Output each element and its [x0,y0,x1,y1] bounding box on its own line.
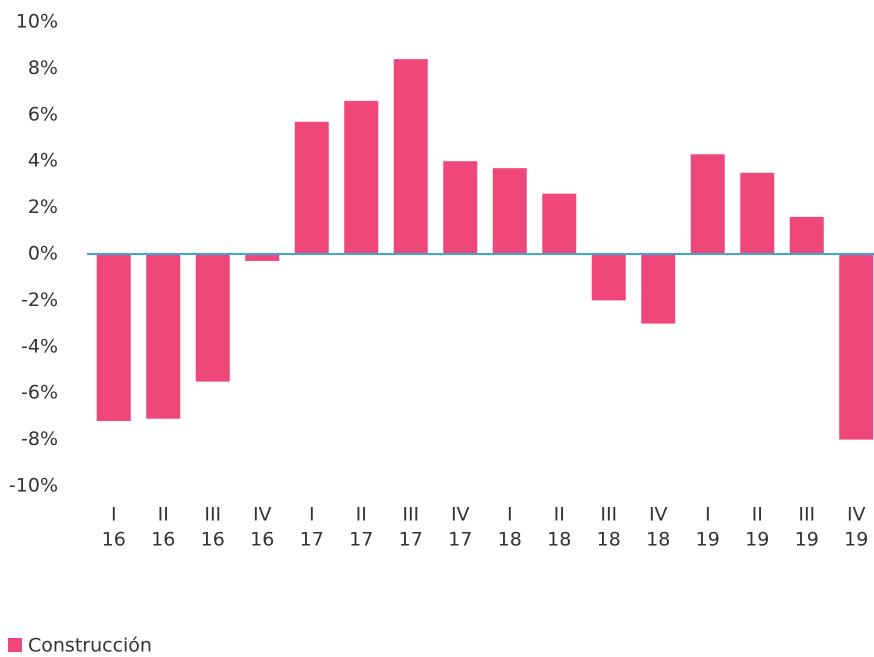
x-tick-label: 18 [646,529,670,551]
x-tick-label: II [554,504,565,526]
x-tick-label: 17 [300,529,324,551]
y-tick-label: 4% [28,150,58,172]
x-tick-label: 19 [844,529,868,551]
bar [245,254,280,261]
y-tick-label: 6% [28,103,58,125]
x-tick-label: IV [847,504,866,526]
bar [195,254,230,382]
x-tick-label: 19 [795,529,819,551]
x-tick-label: IV [253,504,272,526]
y-tick-label: -8% [21,428,58,450]
x-tick-label: III [402,504,419,526]
bar [839,254,874,440]
bar [789,216,824,254]
y-tick-label: -10% [9,475,58,497]
x-tick-label: IV [649,504,668,526]
legend-swatch [8,638,22,652]
x-tick-label: II [356,504,367,526]
bar [690,154,725,254]
x-tick-label: 18 [597,529,621,551]
x-tick-label: 17 [399,529,423,551]
x-tick-label: II [752,504,763,526]
bar [740,172,775,254]
x-tick-label: I [705,504,711,526]
x-tick-label: 18 [498,529,522,551]
y-tick-label: -2% [21,289,58,311]
bar [146,254,181,419]
x-tick-label: 16 [151,529,175,551]
x-tick-label: 17 [448,529,472,551]
bar [96,254,131,422]
legend-label: Construcción [28,635,152,657]
y-tick-label: -6% [21,382,58,404]
x-tick-label: 19 [745,529,769,551]
bar [443,161,478,254]
x-tick-label: 16 [201,529,225,551]
x-tick-label: II [158,504,169,526]
bar [344,100,379,254]
bar [492,168,527,254]
x-tick-label: I [111,504,117,526]
y-tick-label: -4% [21,335,58,357]
x-tick-label: I [309,504,315,526]
bar [393,59,428,255]
bar [542,193,577,254]
x-tick-label: III [600,504,617,526]
x-tick-label: 18 [547,529,571,551]
x-tick-label: IV [451,504,470,526]
x-tick-label: III [798,504,815,526]
x-tick-label: 19 [696,529,720,551]
y-tick-label: 2% [28,196,58,218]
x-tick-label: III [204,504,221,526]
bar [294,121,329,254]
bar [641,254,676,324]
x-tick-label: 16 [250,529,274,551]
y-tick-label: 0% [28,243,58,265]
x-tick-label: I [507,504,513,526]
y-tick-label: 10% [16,11,58,33]
y-tick-label: 8% [28,57,58,79]
x-tick-label: 16 [102,529,126,551]
x-tick-label: 17 [349,529,373,551]
bar [591,254,626,301]
